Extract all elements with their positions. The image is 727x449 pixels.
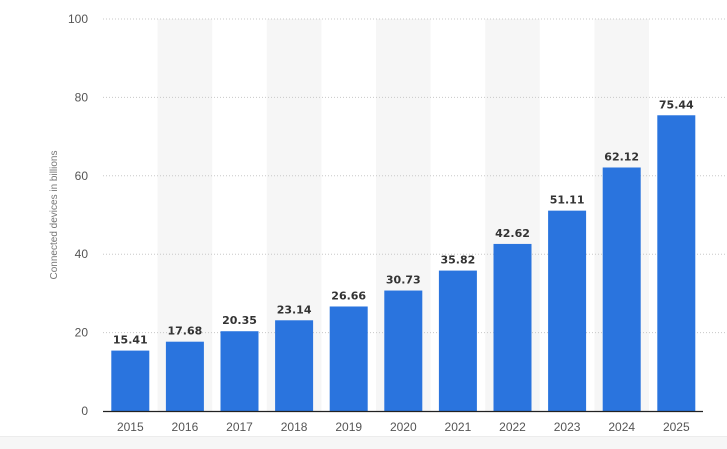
x-tick-label: 2018 bbox=[281, 420, 308, 434]
value-label-2015: 15.41 bbox=[113, 334, 148, 347]
y-tick-label: 60 bbox=[75, 169, 89, 183]
bar-2021[interactable] bbox=[438, 270, 477, 411]
bar-2020[interactable] bbox=[384, 290, 423, 411]
x-tick-label: 2025 bbox=[663, 420, 690, 434]
y-axis-title: Connected devices in billions bbox=[49, 151, 60, 280]
value-label-2020: 30.73 bbox=[386, 274, 421, 287]
x-tick-label: 2024 bbox=[608, 420, 635, 434]
bar-2023[interactable] bbox=[548, 210, 587, 411]
value-label-2017: 20.35 bbox=[222, 314, 257, 327]
bar-2016[interactable] bbox=[165, 341, 204, 411]
bars bbox=[111, 115, 696, 411]
value-label-2018: 23.14 bbox=[277, 303, 312, 316]
x-tick-label: 2021 bbox=[445, 420, 472, 434]
x-tick-label: 2015 bbox=[117, 420, 144, 434]
bar-2024[interactable] bbox=[602, 167, 641, 411]
value-label-2024: 62.12 bbox=[604, 150, 639, 163]
x-tick-label: 2022 bbox=[499, 420, 526, 434]
bar-2018[interactable] bbox=[275, 320, 314, 411]
bar-2022[interactable] bbox=[493, 243, 532, 411]
value-label-2019: 26.66 bbox=[331, 289, 366, 302]
x-tick-label: 2019 bbox=[335, 420, 362, 434]
value-label-2023: 51.11 bbox=[550, 194, 585, 207]
bottom-strip bbox=[0, 436, 727, 449]
x-tick-label: 2023 bbox=[554, 420, 581, 434]
y-tick-label: 80 bbox=[75, 90, 89, 104]
value-label-2022: 42.62 bbox=[495, 227, 530, 240]
y-tick-label: 20 bbox=[75, 326, 89, 340]
bar-2015[interactable] bbox=[111, 350, 150, 411]
x-tick-label: 2016 bbox=[172, 420, 199, 434]
bar-2019[interactable] bbox=[329, 306, 368, 411]
y-axis-ticks: 0 20 40 60 80 100 bbox=[68, 12, 88, 418]
bar-2017[interactable] bbox=[220, 331, 259, 411]
x-axis-ticks: 2015 2016 2017 2018 2019 2020 2021 2022 2023 2024… bbox=[117, 420, 690, 434]
y-tick-label: 0 bbox=[81, 404, 88, 418]
value-label-2025: 75.44 bbox=[659, 98, 694, 111]
value-label-2016: 17.68 bbox=[168, 325, 203, 338]
x-tick-label: 2020 bbox=[390, 420, 417, 434]
value-label-2021: 35.82 bbox=[441, 254, 476, 267]
y-tick-label: 100 bbox=[68, 12, 88, 26]
x-tick-label: 2017 bbox=[226, 420, 253, 434]
value-labels: 15.41 17.68 20.35 23.14 26.66 30.73 35.82 42.62… bbox=[113, 98, 694, 346]
y-tick-label: 40 bbox=[75, 247, 89, 261]
bar-2025[interactable] bbox=[657, 115, 696, 411]
